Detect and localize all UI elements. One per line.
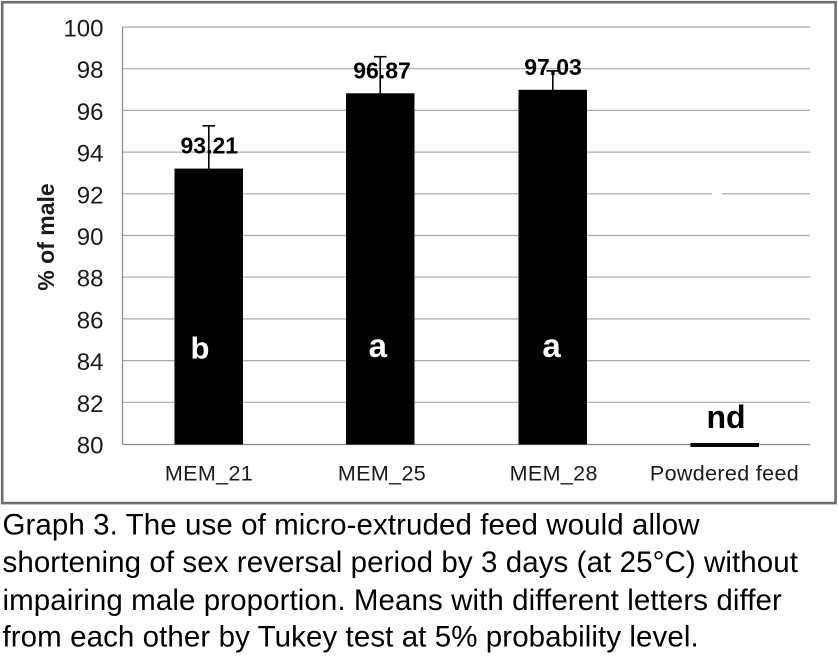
svg-text:shortening of sex reversal per: shortening of sex reversal period by 3 d… (3, 546, 799, 579)
svg-text:b: b (191, 331, 210, 366)
svg-text:96: 96 (77, 99, 104, 126)
svg-text:97.03: 97.03 (524, 54, 582, 80)
svg-text:80: 80 (77, 433, 104, 460)
svg-text:from each other by Tukey test: from each other by Tukey test at 5% prob… (3, 621, 699, 654)
svg-text:82: 82 (77, 391, 104, 418)
svg-text:impairing male proportion. Mea: impairing male proportion. Means with di… (3, 584, 783, 617)
svg-text:86: 86 (77, 307, 104, 334)
svg-text:94: 94 (77, 141, 104, 168)
svg-text:88: 88 (77, 266, 104, 293)
svg-text:MEM_28: MEM_28 (510, 462, 598, 486)
svg-text:a: a (542, 327, 561, 364)
svg-text:84: 84 (77, 349, 104, 376)
svg-text:MEM_21: MEM_21 (165, 462, 253, 486)
svg-text:MEM_25: MEM_25 (338, 462, 426, 486)
svg-text:96.87: 96.87 (353, 58, 411, 84)
svg-text:98: 98 (77, 57, 104, 84)
svg-text:92: 92 (77, 182, 104, 209)
svg-text:Powdered feed: Powdered feed (650, 462, 799, 486)
svg-text:100: 100 (63, 16, 103, 43)
svg-text:nd: nd (706, 399, 745, 435)
svg-text:93.21: 93.21 (181, 133, 239, 159)
svg-text:90: 90 (77, 224, 104, 251)
svg-text:Graph 3. The use of micro-extr: Graph 3. The use of micro-extruded feed … (3, 508, 701, 541)
svg-text:% of male: % of male (33, 183, 59, 290)
svg-text:a: a (369, 327, 388, 364)
